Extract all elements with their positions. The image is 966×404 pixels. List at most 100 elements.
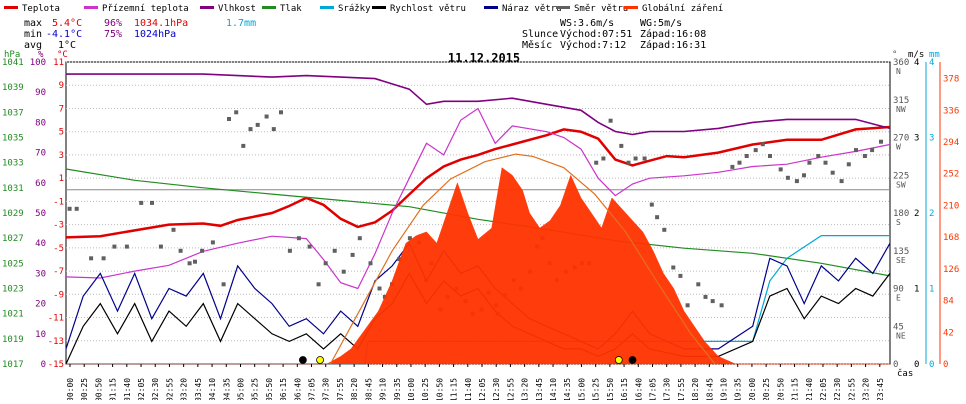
wind-dir-point-97 (862, 154, 867, 158)
x-tick-label-39: 16:15 (620, 378, 629, 400)
legend-swatch-4 (320, 6, 334, 9)
hpa-tick-11: 1019 (2, 335, 24, 345)
legend-label-1: Přízemní teplota (102, 4, 189, 14)
sun-moon-info: WS:3.6m/s WG:5m/s Slunce Východ:07:51 Zá… (522, 18, 706, 51)
series-layer (65, 73, 891, 365)
stats-max-label: max (24, 18, 42, 29)
sun-rise: Východ:07:51 (560, 28, 632, 40)
temp-tick-4: 3 (59, 151, 64, 161)
dir-tick-4: 180 (893, 209, 909, 219)
moon-label: Měsíc (522, 39, 552, 51)
mm-tick-0: 4 (929, 58, 934, 68)
x-tick-label-22: 09:10 (379, 378, 388, 400)
x-tick-label-4: 01:40 (123, 378, 132, 400)
temp-tick-0: 11 (53, 58, 64, 68)
rad-tick-8: 42 (943, 328, 954, 338)
wind-dir-point-17 (234, 110, 239, 115)
x-tick-label-48: 20:00 (748, 378, 757, 400)
wind-dir-point-1 (74, 206, 79, 211)
wind-dir-point-32 (357, 236, 362, 241)
wind-dir-point-7 (150, 200, 154, 205)
x-tick-label-11: 04:35 (222, 378, 231, 400)
pct-tick-4: 60 (35, 179, 46, 189)
rad-tick-4: 210 (943, 201, 959, 211)
wind-dir-point-21 (264, 114, 269, 119)
x-tick-label-44: 18:20 (691, 378, 700, 400)
wind-dir-point-33 (368, 261, 373, 266)
temp-tick-8: -5 (53, 244, 64, 254)
x-tick-label-51: 21:15 (791, 378, 800, 400)
x-tick-label-9: 03:45 (194, 378, 203, 400)
pct-tick-7: 30 (35, 269, 46, 279)
wind-dir-point-79 (719, 303, 724, 308)
stats-min-temp: -4.1°C (46, 29, 82, 40)
wind-dir-point-68 (633, 156, 638, 161)
temp-tick-6: -1 (53, 197, 64, 207)
x-tick-label-54: 22:30 (833, 378, 842, 400)
temp-tick-7: -3 (53, 221, 64, 231)
x-tick-label-16: 06:40 (293, 378, 302, 400)
x-axis-label: čas (897, 368, 913, 379)
hpa-tick-12: 1017 (2, 360, 24, 370)
wind-dir-point-71 (655, 215, 660, 220)
x-tick-label-41: 17:05 (648, 378, 657, 400)
wind-dir-point-86 (778, 167, 783, 172)
wind-dir-point-96 (854, 148, 858, 153)
temp-tick-12: -13 (48, 337, 64, 347)
x-tick-label-47: 19:35 (734, 378, 743, 400)
x-tick-label-25: 10:25 (421, 378, 430, 400)
wind-dir-point-28 (323, 261, 328, 266)
x-tick-label-17: 07:05 (308, 378, 317, 400)
ms-tick-2: 2 (914, 209, 919, 219)
legend-label-8: Globální záření (642, 4, 723, 14)
hpa-axis-label: hPa (4, 50, 20, 60)
x-tick-label-36: 15:00 (577, 378, 586, 400)
wind-dir-point-88 (794, 179, 799, 184)
wind-dir-point-63 (594, 160, 599, 165)
wind-dir-point-75 (685, 303, 690, 308)
wind-dir-point-10 (178, 248, 183, 253)
x-ticks: 00:00 00:25 00:50 01:15 01:40 02:05 02:30 02:55… (66, 364, 885, 402)
rad-tick-0: 378 (943, 75, 959, 85)
series-1 (65, 107, 891, 290)
wind-dir-point-14 (210, 240, 215, 245)
wind-dir-point-74 (678, 273, 683, 278)
wind-dir-point-70 (649, 202, 654, 207)
stats-max-hum: 96% (104, 18, 122, 29)
dir-compass-4: S (896, 218, 901, 227)
wind-dir-point-90 (807, 160, 812, 165)
wind-dir-point-69 (642, 156, 647, 161)
dir-tick-2: 270 (893, 134, 909, 144)
dir-compass-0: N (896, 67, 901, 76)
legend-swatch-1 (84, 6, 98, 9)
marker-sunrise (316, 356, 324, 364)
hpa-tick-8: 1025 (2, 259, 24, 269)
hpa-tick-10: 1021 (2, 310, 24, 320)
stats-avg-temp: 1°C (58, 40, 76, 51)
pct-tick-6: 40 (35, 239, 46, 249)
x-tick-label-13: 05:25 (251, 378, 260, 400)
x-tick-label-24: 10:00 (407, 378, 416, 400)
wind-dir-point-4 (112, 244, 117, 249)
x-tick-label-35: 14:35 (563, 378, 572, 400)
rad-tick-6: 126 (943, 265, 959, 275)
rad-tick-9: 0 (943, 360, 948, 370)
legend-swatch-7 (556, 6, 570, 9)
hpa-tick-4: 1033 (2, 159, 24, 169)
legend-swatch-2 (200, 6, 214, 9)
wind-dir-point-92 (823, 160, 828, 165)
dir-tick-6: 90 (893, 285, 904, 295)
series-radiation-area (66, 167, 890, 365)
pct-tick-9: 10 (35, 330, 46, 340)
x-tick-label-14: 05:50 (265, 378, 274, 400)
x-tick-label-55: 22:55 (847, 378, 856, 400)
rad-tick-3: 252 (943, 170, 959, 180)
wind-gust-info: WG:5m/s (640, 18, 682, 29)
legend-label-5: Rychlost větru (390, 4, 466, 14)
x-tick-label-50: 20:50 (776, 378, 785, 400)
temp-tick-5: 1 (59, 174, 64, 184)
pct-tick-5: 50 (35, 209, 46, 219)
wind-dir-point-65 (608, 118, 613, 123)
wind-dir-point-30 (341, 269, 346, 274)
